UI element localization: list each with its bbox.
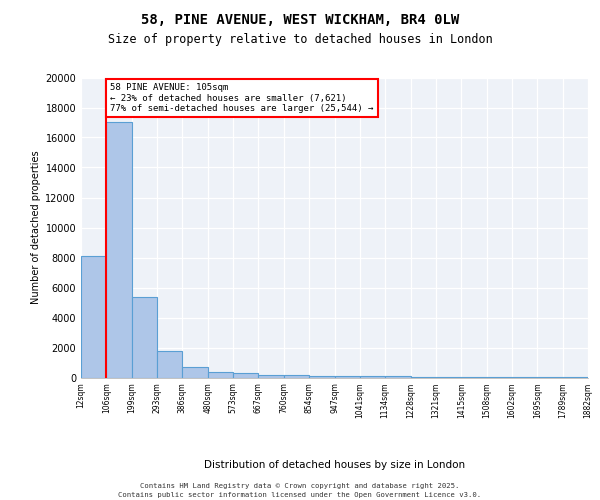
Text: 58, PINE AVENUE, WEST WICKHAM, BR4 0LW: 58, PINE AVENUE, WEST WICKHAM, BR4 0LW [141, 12, 459, 26]
Bar [385, 376, 410, 378]
Bar [208, 372, 233, 378]
X-axis label: Distribution of detached houses by size in London: Distribution of detached houses by size … [204, 460, 465, 469]
Text: Size of property relative to detached houses in London: Size of property relative to detached ho… [107, 32, 493, 46]
Bar [309, 376, 335, 378]
Text: 58 PINE AVENUE: 105sqm
← 23% of detached houses are smaller (7,621)
77% of semi-: 58 PINE AVENUE: 105sqm ← 23% of detached… [110, 84, 374, 114]
Bar [233, 374, 259, 378]
Bar [461, 377, 487, 378]
Bar [81, 256, 106, 378]
Bar [284, 375, 309, 378]
Bar [259, 374, 284, 378]
Y-axis label: Number of detached properties: Number of detached properties [31, 150, 41, 304]
Bar [335, 376, 360, 378]
Bar [436, 377, 461, 378]
Bar [157, 350, 182, 378]
Bar [410, 376, 436, 378]
Bar [106, 122, 132, 378]
Bar [360, 376, 385, 378]
Bar [182, 367, 208, 378]
Bar [132, 296, 157, 378]
Text: Contains HM Land Registry data © Crown copyright and database right 2025.
Contai: Contains HM Land Registry data © Crown c… [118, 483, 482, 498]
